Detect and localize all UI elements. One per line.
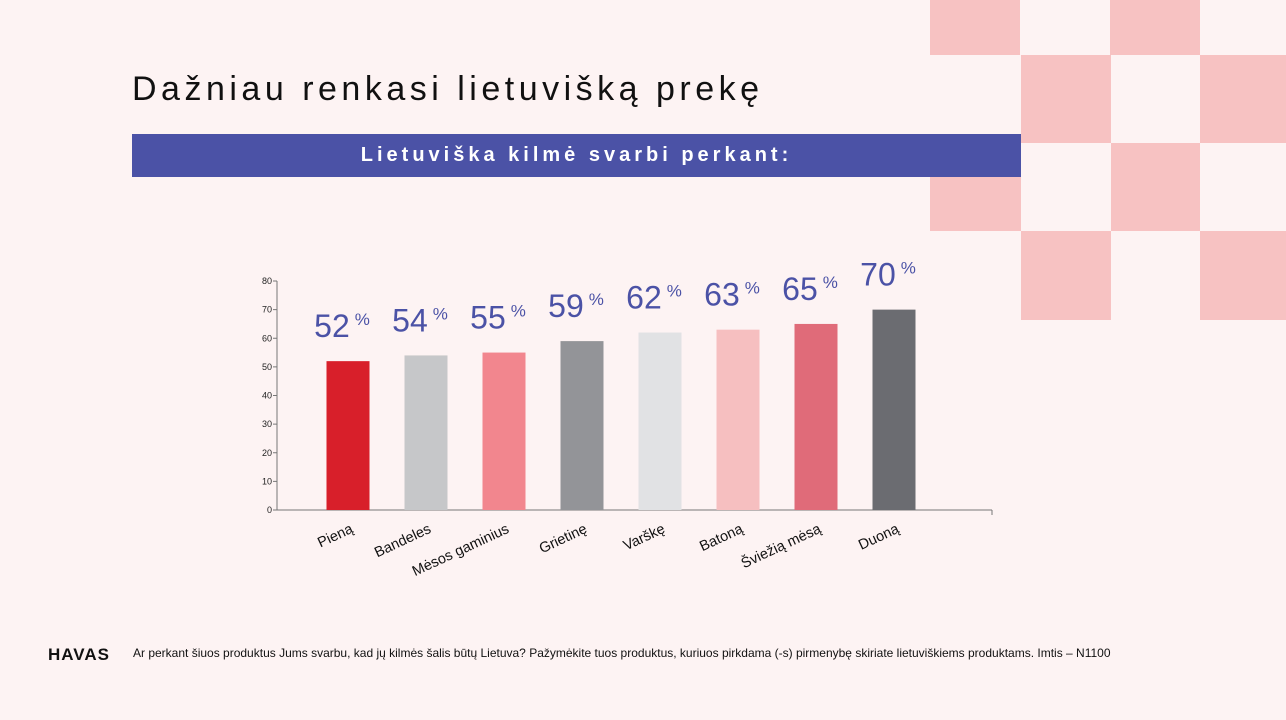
y-tick-label: 30 — [262, 419, 272, 429]
data-label: 52% — [314, 308, 370, 344]
page-title: Dažniau renkasi lietuvišką prekę — [132, 70, 764, 108]
y-tick-label: 50 — [262, 362, 272, 372]
havas-logo: HAVAS — [48, 645, 110, 664]
data-label: 63% — [704, 277, 760, 313]
checker-square — [930, 177, 1021, 231]
x-tick-label: Bandeles — [372, 521, 434, 561]
banner-text: Lietuviška kilmė svarbi perkant: — [360, 144, 793, 166]
data-label: 55% — [470, 300, 526, 336]
footnote: Ar perkant šiuos produktus Jums svarbu, … — [133, 646, 1111, 660]
y-tick-label: 40 — [262, 391, 272, 401]
x-tick-label: Pieną — [315, 521, 356, 552]
data-label: 54% — [392, 302, 448, 338]
x-tick-label: Varškę — [621, 521, 668, 554]
checker-square — [1021, 231, 1111, 320]
y-tick-label: 70 — [262, 305, 272, 315]
y-tick-label: 0 — [267, 505, 272, 515]
checker-square — [930, 0, 1020, 55]
checker-square — [1110, 0, 1200, 55]
y-tick-label: 20 — [262, 448, 272, 458]
y-tick-label: 10 — [262, 476, 272, 486]
data-label: 70% — [860, 257, 916, 293]
bar — [326, 361, 370, 510]
x-tick-label: Grietinę — [537, 521, 590, 557]
bar — [638, 332, 682, 510]
y-tick-label: 80 — [262, 276, 272, 286]
bar — [794, 323, 838, 510]
checker-square — [1021, 55, 1111, 143]
checker-square — [1200, 231, 1286, 320]
x-tick-label: Duoną — [856, 521, 902, 554]
section-banner: Lietuviška kilmė svarbi perkant: — [132, 134, 1021, 177]
data-label: 59% — [548, 288, 604, 324]
checker-square — [1200, 55, 1286, 143]
y-tick-label: 60 — [262, 333, 272, 343]
bar — [716, 329, 760, 510]
bar — [560, 341, 604, 510]
bar — [872, 309, 916, 510]
data-label: 62% — [626, 280, 682, 316]
data-label: 65% — [782, 271, 838, 307]
x-tick-label: Šviežią mėsą — [738, 520, 824, 572]
bar — [482, 352, 526, 510]
bar — [404, 355, 448, 510]
checker-square — [1111, 143, 1200, 231]
x-tick-label: Batoną — [697, 521, 746, 555]
